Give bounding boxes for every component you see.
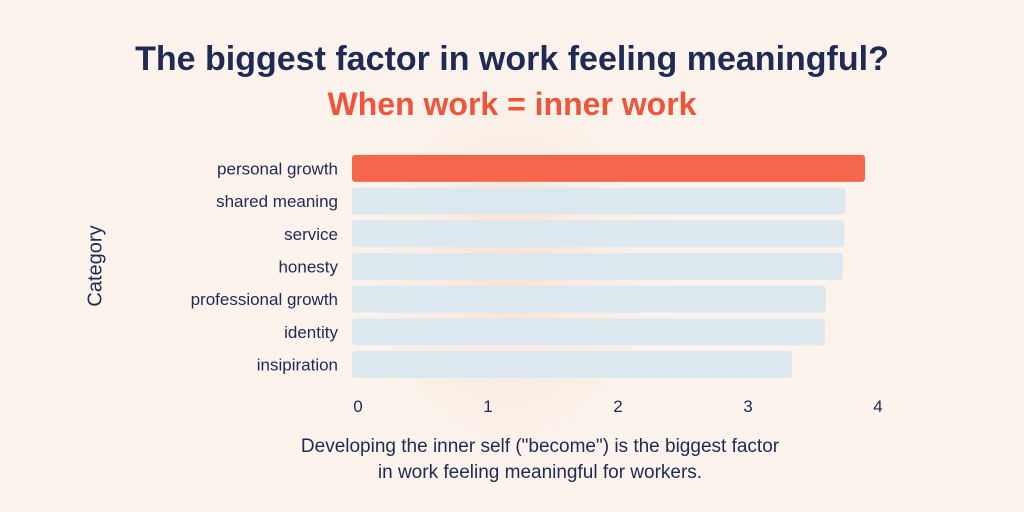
category-label-insipiration: insipiration [257, 356, 338, 375]
category-label-service: service [284, 225, 338, 244]
chart-caption: Developing the inner self ("become") is … [300, 436, 780, 483]
bar-honesty [352, 252, 843, 280]
x-tick-label-4: 4 [873, 397, 882, 416]
x-tick-label-1: 1 [483, 397, 492, 416]
bar-personal-growth [352, 154, 865, 182]
bar-insipiration [352, 351, 793, 379]
bar-identity [352, 318, 825, 346]
category-label-identity: identity [284, 323, 338, 342]
chart-subtitle: When work = inner work [327, 86, 697, 122]
bar-shared-meaning [352, 187, 846, 215]
category-label-personal-growth: personal growth [217, 159, 338, 178]
bar-service [352, 220, 845, 248]
bar-chart: personal growth shared meaning service hone… [191, 154, 883, 416]
bar-professional-growth [352, 285, 826, 313]
category-label-shared-meaning: shared meaning [216, 192, 338, 211]
x-tick-label-2: 2 [613, 397, 622, 416]
chart-title: The biggest factor in work feeling meani… [135, 40, 889, 78]
category-label-honesty: honesty [278, 257, 338, 276]
category-label-professional-growth: professional growth [191, 290, 338, 309]
x-tick-label-0: 0 [353, 397, 362, 416]
x-tick-label-3: 3 [743, 397, 752, 416]
